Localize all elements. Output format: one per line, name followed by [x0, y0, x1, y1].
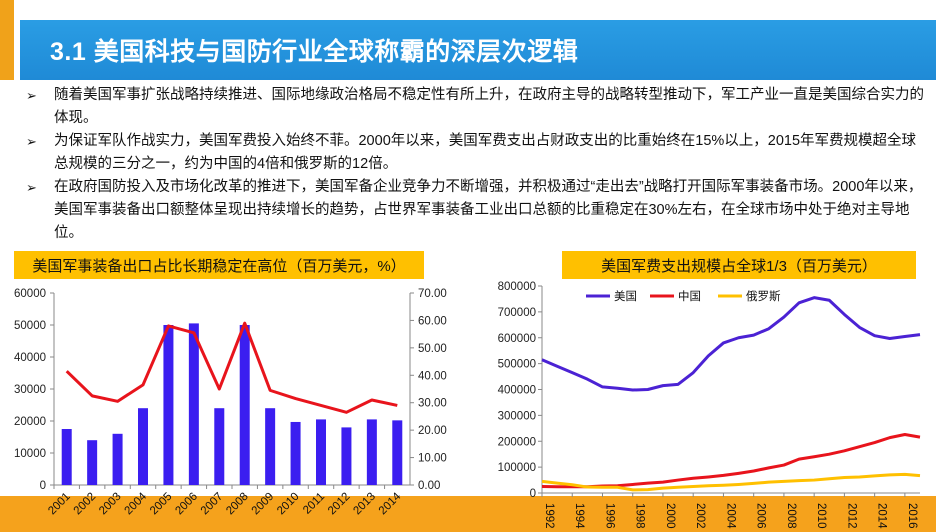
right-tick-label: 20.00: [418, 425, 447, 437]
bullet-text: 为保证军队作战实力，美国军费投入始终不菲。2000年以来，美国军费支出占财政支出…: [54, 133, 917, 172]
bullet-item: ➢ 随着美国军事扩张战略持续推进、国际地缘政治格局不稳定性有所上升，在政府主导的…: [24, 84, 924, 130]
export-bar: [392, 420, 403, 485]
left-tick-label: 20000: [14, 416, 46, 428]
x-tick-label: 2008: [785, 503, 797, 529]
left-tick-label: 10000: [14, 448, 46, 460]
right-tick-label: 40.00: [418, 370, 447, 382]
legend-label: 俄罗斯: [746, 290, 781, 303]
title-bar: 3.1 美国科技与国防行业全球称霸的深层次逻辑: [20, 20, 936, 80]
legend-label: 中国: [678, 290, 701, 303]
right-tick-label: 10.00: [418, 453, 447, 465]
x-tick-label: 2003: [97, 491, 124, 518]
export-chart: 0 10000 20000 30000 40000 50000 60000 0.00 10.00…: [14, 288, 447, 518]
accent-stripe-bottom: [0, 496, 936, 532]
right-tick-label: 60.00: [418, 315, 447, 327]
left-tick-label: 40000: [14, 352, 46, 364]
x-tick-label: 2011: [301, 491, 327, 517]
x-tick-label: 1994: [573, 503, 585, 529]
left-tick-label: 0: [40, 480, 46, 492]
y-tick-label: 0: [530, 488, 536, 500]
x-tick-label: 1998: [634, 503, 646, 529]
y-tick-label: 500000: [498, 359, 536, 371]
left-tick-label: 60000: [14, 288, 46, 300]
export-bar: [239, 325, 250, 485]
series-line: [541, 433, 921, 489]
x-tick-label: 1992: [543, 503, 555, 529]
export-bar: [188, 323, 199, 485]
right-tick-label: 50.00: [418, 343, 447, 355]
x-tick-label: 2001: [46, 491, 73, 518]
ratio-line: [65, 321, 398, 414]
y-tick-label: 300000: [498, 410, 536, 422]
x-tick-label: 2010: [275, 491, 302, 518]
chart2-title: 美国军费支出规模占全球1/3（百万美元）: [562, 251, 916, 279]
y-tick-label: 400000: [498, 385, 536, 397]
export-bar: [87, 440, 98, 485]
page-title: 3.1 美国科技与国防行业全球称霸的深层次逻辑: [50, 38, 579, 66]
x-tick-label: 1996: [603, 503, 615, 529]
y-tick-label: 700000: [498, 307, 536, 319]
x-tick-label: 2008: [224, 491, 251, 518]
right-tick-label: 0.00: [418, 480, 440, 492]
y-tick-label: 100000: [498, 462, 536, 474]
x-tick-label: 2013: [351, 491, 378, 518]
x-tick-label: 2007: [199, 491, 226, 518]
export-bar: [163, 325, 174, 485]
right-tick-label: 30.00: [418, 398, 447, 410]
export-bar: [214, 408, 225, 485]
chart1-title: 美国军事装备出口占比长期稳定在高位（百万美元，%）: [14, 251, 424, 279]
series-line: [541, 472, 921, 492]
x-tick-label: 2012: [326, 491, 353, 518]
y-tick-label: 600000: [498, 333, 536, 345]
x-tick-label: 2004: [123, 490, 150, 517]
x-tick-label: 2009: [250, 491, 277, 518]
y-tick-label: 200000: [498, 436, 536, 448]
x-tick-label: 2006: [755, 503, 767, 529]
x-tick-label: 2005: [148, 491, 175, 518]
bullet-text: 在政府国防投入及市场化改革的推进下，美国军备企业竞争力不断增强，并积极通过“走出…: [54, 179, 923, 241]
spending-chart: 0 100000 200000 300000 400000 500000 600000 700…: [498, 281, 921, 529]
bullet-list: ➢ 随着美国军事扩张战略持续推进、国际地缘政治格局不稳定性有所上升，在政府主导的…: [24, 84, 924, 245]
right-tick-label: 70.00: [418, 288, 447, 300]
x-tick-label: 2016: [906, 503, 918, 529]
export-bar: [341, 427, 352, 485]
x-tick-label: 2002: [694, 503, 706, 529]
arrow-bullet-icon: ➢: [26, 180, 37, 195]
bullet-item: ➢ 在政府国防投入及市场化改革的推进下，美国军备企业竞争力不断增强，并积极通过“…: [24, 176, 924, 245]
export-bar: [138, 408, 148, 485]
export-bar: [61, 429, 72, 485]
x-tick-label: 2010: [815, 503, 827, 529]
export-bar: [265, 408, 276, 485]
export-bar: [366, 419, 377, 485]
x-tick-label: 2006: [173, 491, 200, 518]
y-tick-label: 800000: [498, 281, 536, 293]
x-tick-label: 2002: [72, 491, 99, 518]
x-tick-label: 2014: [876, 503, 888, 529]
left-tick-label: 30000: [14, 384, 46, 396]
legend-label: 美国: [614, 289, 637, 303]
export-bar: [112, 433, 123, 485]
x-tick-label: 2014: [377, 490, 404, 517]
left-tick-label: 50000: [14, 320, 46, 332]
accent-stripe-left: [0, 0, 14, 80]
export-bar: [290, 421, 301, 485]
arrow-bullet-icon: ➢: [26, 134, 37, 149]
x-tick-label: 2004: [724, 503, 736, 529]
x-tick-label: 2012: [845, 503, 857, 529]
x-tick-label: 2000: [664, 503, 676, 529]
bullet-item: ➢ 为保证军队作战实力，美国军费投入始终不菲。2000年以来，美国军费支出占财政…: [24, 130, 924, 176]
export-bar: [316, 419, 326, 485]
bullet-text: 随着美国军事扩张战略持续推进、国际地缘政治格局不稳定性有所上升，在政府主导的战略…: [54, 87, 924, 126]
series-line: [541, 296, 921, 392]
arrow-bullet-icon: ➢: [26, 88, 37, 103]
